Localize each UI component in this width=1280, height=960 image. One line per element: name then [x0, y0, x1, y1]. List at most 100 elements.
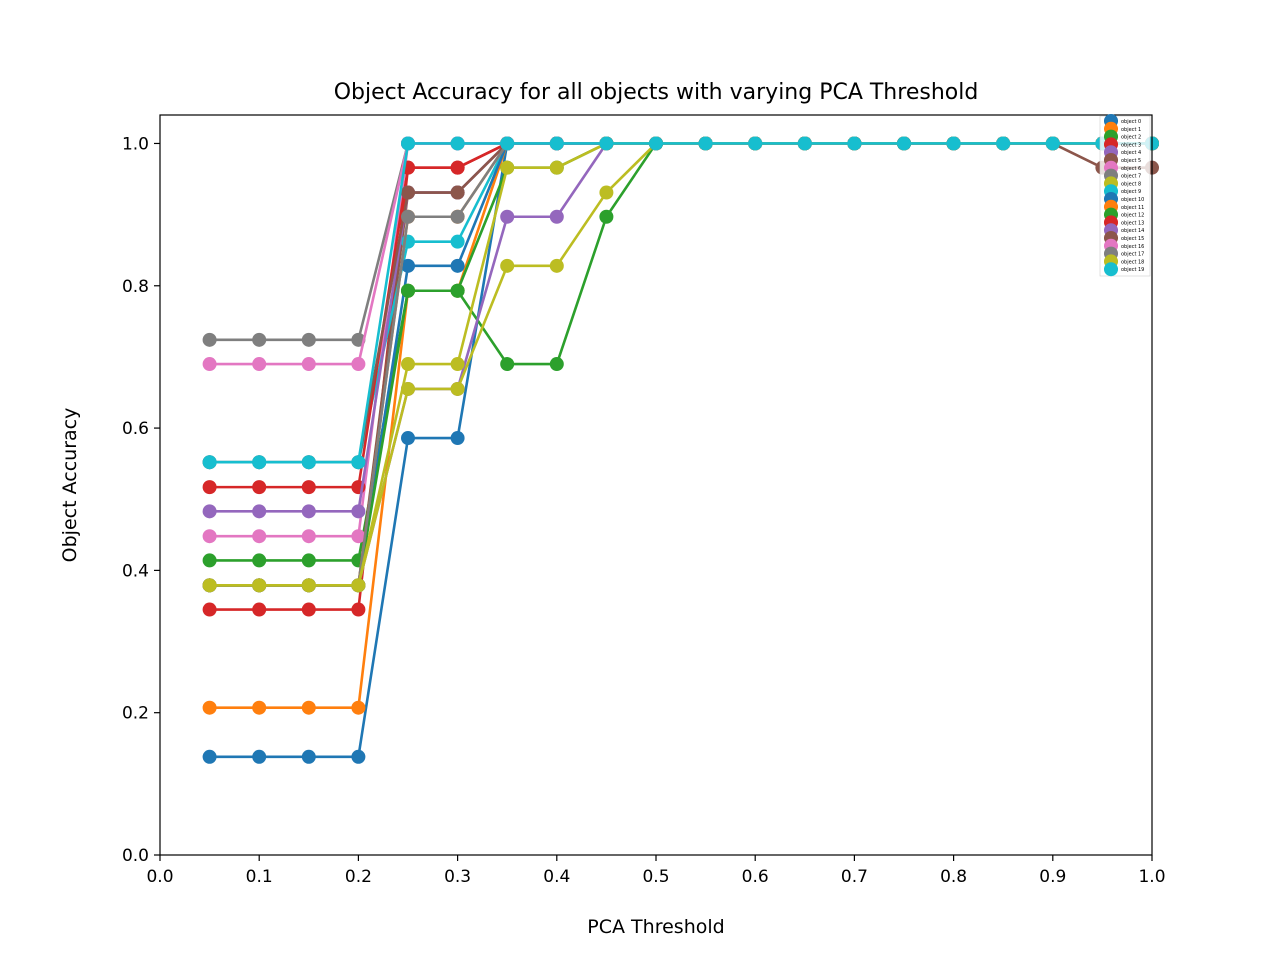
legend-label: object 2: [1121, 135, 1141, 141]
data-point: [351, 602, 366, 617]
data-point: [500, 258, 515, 273]
data-point: [202, 578, 217, 593]
data-point: [202, 700, 217, 715]
x-tick-label: 0.7: [841, 867, 868, 887]
data-point: [252, 357, 267, 372]
x-tick-label: 0.6: [742, 867, 769, 887]
data-point: [1045, 136, 1060, 151]
data-point: [351, 529, 366, 544]
series-19: [202, 136, 1159, 470]
legend-label: object 8: [1121, 181, 1141, 187]
data-point: [301, 529, 316, 544]
data-point: [549, 357, 564, 372]
x-tick-label: 0.9: [1039, 867, 1066, 887]
data-point: [748, 136, 763, 151]
x-tick-label: 0.1: [246, 867, 273, 887]
data-point: [649, 136, 663, 151]
data-point: [252, 749, 267, 764]
data-point: [450, 381, 465, 396]
data-point: [301, 480, 316, 495]
data-point: [202, 504, 217, 519]
data-point: [500, 209, 515, 224]
data-point: [301, 749, 316, 764]
legend-label: object 1: [1121, 127, 1141, 133]
data-point: [401, 258, 415, 273]
x-tick-label: 1.0: [1138, 867, 1165, 887]
legend-label: object 4: [1121, 150, 1141, 156]
data-point: [252, 602, 267, 617]
data-point: [351, 504, 366, 519]
y-axis-label: Object Accuracy: [59, 408, 81, 563]
y-tick-label: 0.8: [122, 277, 149, 297]
data-point: [500, 160, 515, 175]
legend-label: object 19: [1121, 267, 1144, 273]
data-point: [549, 160, 564, 175]
data-point: [252, 529, 267, 544]
data-point: [450, 185, 465, 200]
data-point: [351, 455, 366, 470]
legend-label: object 16: [1121, 244, 1144, 250]
data-point: [301, 700, 316, 715]
x-tick-label: 0.4: [543, 867, 570, 887]
data-point: [450, 431, 465, 446]
data-point: [351, 357, 366, 372]
data-point: [252, 504, 267, 519]
data-point: [202, 602, 217, 617]
data-point: [202, 357, 217, 372]
data-point: [252, 700, 267, 715]
data-point: [301, 578, 316, 593]
data-point: [301, 332, 316, 347]
x-tick-label: 0.3: [444, 867, 471, 887]
y-tick-label: 0.0: [122, 846, 149, 866]
chart-title: Object Accuracy for all objects with var…: [334, 80, 979, 105]
legend-label: object 17: [1121, 252, 1144, 258]
data-point: [252, 480, 267, 495]
data-point: [797, 136, 812, 151]
legend-label: object 14: [1121, 228, 1144, 234]
data-point: [301, 455, 316, 470]
data-point: [202, 480, 217, 495]
data-point: [450, 160, 465, 175]
x-tick-label: 0.5: [642, 867, 669, 887]
data-point: [500, 136, 515, 151]
legend-label: object 11: [1121, 205, 1144, 211]
data-point: [301, 357, 316, 372]
legend-label: object 5: [1121, 158, 1141, 164]
data-point: [351, 578, 366, 593]
data-point: [549, 136, 564, 151]
legend-label: object 18: [1121, 259, 1144, 265]
data-point: [202, 749, 217, 764]
legend-label: object 13: [1121, 220, 1144, 226]
data-point: [401, 431, 415, 446]
data-point: [252, 332, 267, 347]
data-point: [301, 602, 316, 617]
data-point: [450, 258, 465, 273]
data-point: [450, 136, 465, 151]
data-point: [301, 553, 316, 568]
x-tick-label: 0.0: [146, 867, 173, 887]
data-point: [450, 357, 465, 372]
data-point: [450, 283, 465, 298]
data-point: [847, 136, 862, 151]
series-line: [209, 142, 1152, 464]
legend-label: object 0: [1121, 119, 1141, 125]
data-point: [252, 553, 267, 568]
y-axis: 0.0 0.2 0.4 0.6 0.8 1.0: [122, 134, 160, 866]
x-tick-label: 0.2: [345, 867, 372, 887]
legend-label: object 10: [1121, 197, 1144, 203]
data-point: [599, 209, 614, 224]
legend-label: object 15: [1121, 236, 1144, 242]
data-point: [202, 332, 217, 347]
data-point: [450, 234, 465, 249]
data-point: [698, 136, 713, 151]
data-point: [202, 455, 217, 470]
legend-label: object 3: [1121, 142, 1141, 148]
y-tick-label: 0.4: [122, 561, 149, 581]
x-tick-label: 0.8: [940, 867, 967, 887]
legend-label: object 12: [1121, 213, 1144, 219]
data-point: [252, 578, 267, 593]
x-axis-label: PCA Threshold: [587, 916, 724, 938]
data-point: [301, 504, 316, 519]
data-point: [401, 283, 415, 298]
legend-marker: [1104, 262, 1118, 277]
